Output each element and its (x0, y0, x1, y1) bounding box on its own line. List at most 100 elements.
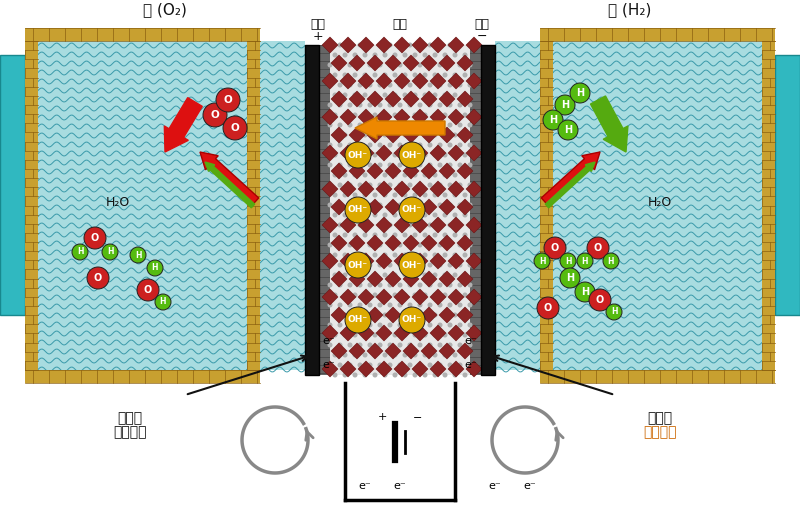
Circle shape (343, 53, 347, 57)
Circle shape (345, 142, 371, 168)
Polygon shape (430, 217, 446, 233)
Circle shape (358, 263, 362, 267)
Circle shape (363, 213, 366, 217)
Circle shape (358, 143, 362, 147)
Text: 电解质: 电解质 (118, 411, 142, 425)
Circle shape (428, 143, 432, 147)
Text: 电解质: 电解质 (647, 411, 673, 425)
Circle shape (468, 323, 472, 327)
Polygon shape (331, 307, 347, 323)
Circle shape (333, 153, 337, 157)
Circle shape (448, 303, 452, 307)
Circle shape (453, 273, 457, 277)
Circle shape (398, 203, 402, 207)
FancyArrow shape (355, 117, 445, 139)
Circle shape (575, 282, 595, 302)
Circle shape (338, 123, 342, 127)
Circle shape (428, 343, 432, 347)
Circle shape (468, 123, 472, 127)
Circle shape (398, 363, 402, 367)
Circle shape (398, 183, 402, 187)
Circle shape (418, 343, 422, 347)
Circle shape (398, 343, 402, 347)
Circle shape (333, 353, 337, 357)
Circle shape (403, 113, 407, 117)
Circle shape (408, 363, 412, 367)
Circle shape (338, 103, 342, 107)
Circle shape (560, 253, 576, 269)
Polygon shape (385, 127, 401, 143)
Circle shape (358, 183, 362, 187)
Circle shape (354, 133, 357, 137)
Circle shape (358, 283, 362, 287)
Polygon shape (376, 325, 392, 341)
Circle shape (408, 183, 412, 187)
Polygon shape (403, 235, 419, 251)
Circle shape (438, 83, 442, 87)
Circle shape (453, 233, 457, 237)
Circle shape (413, 313, 417, 317)
Text: H: H (581, 287, 589, 297)
Circle shape (403, 213, 407, 217)
Polygon shape (421, 307, 437, 323)
Text: H: H (576, 88, 584, 98)
Circle shape (394, 193, 397, 197)
Circle shape (434, 373, 437, 377)
Circle shape (423, 113, 427, 117)
Circle shape (338, 323, 342, 327)
Circle shape (434, 73, 437, 77)
Text: e⁻: e⁻ (489, 481, 502, 491)
Polygon shape (367, 307, 383, 323)
Circle shape (423, 333, 427, 337)
Bar (25, 41, 38, 370)
Circle shape (434, 173, 437, 177)
Circle shape (368, 123, 372, 127)
Circle shape (394, 373, 397, 377)
Circle shape (468, 183, 472, 187)
Polygon shape (403, 163, 419, 179)
Circle shape (418, 203, 422, 207)
Circle shape (443, 373, 446, 377)
Polygon shape (394, 73, 410, 89)
Circle shape (328, 103, 332, 107)
Circle shape (448, 363, 452, 367)
Polygon shape (322, 181, 338, 197)
Circle shape (443, 133, 446, 137)
Text: e⁻: e⁻ (358, 481, 371, 491)
Circle shape (413, 173, 417, 177)
Circle shape (438, 143, 442, 147)
Circle shape (354, 153, 357, 157)
Circle shape (373, 73, 377, 77)
Circle shape (448, 343, 452, 347)
Text: H: H (549, 115, 557, 125)
Polygon shape (394, 145, 410, 161)
Circle shape (328, 323, 332, 327)
Polygon shape (439, 91, 455, 107)
Circle shape (378, 43, 382, 47)
Circle shape (413, 373, 417, 377)
Circle shape (363, 93, 366, 97)
Circle shape (443, 353, 446, 357)
Circle shape (394, 113, 397, 117)
Text: O: O (144, 285, 152, 295)
Circle shape (398, 83, 402, 87)
Polygon shape (412, 37, 428, 53)
Polygon shape (385, 343, 401, 359)
Circle shape (458, 323, 462, 327)
Polygon shape (385, 163, 401, 179)
Bar (775, 55, 800, 315)
Text: OH⁻: OH⁻ (348, 150, 368, 159)
Polygon shape (331, 271, 347, 287)
Polygon shape (430, 109, 446, 125)
Circle shape (155, 294, 171, 310)
Circle shape (438, 183, 442, 187)
Circle shape (428, 223, 432, 227)
Polygon shape (358, 217, 374, 233)
Polygon shape (403, 127, 419, 143)
Polygon shape (322, 289, 338, 305)
Circle shape (137, 279, 159, 301)
Circle shape (338, 163, 342, 167)
Polygon shape (376, 109, 392, 125)
Circle shape (408, 143, 412, 147)
Circle shape (413, 113, 417, 117)
